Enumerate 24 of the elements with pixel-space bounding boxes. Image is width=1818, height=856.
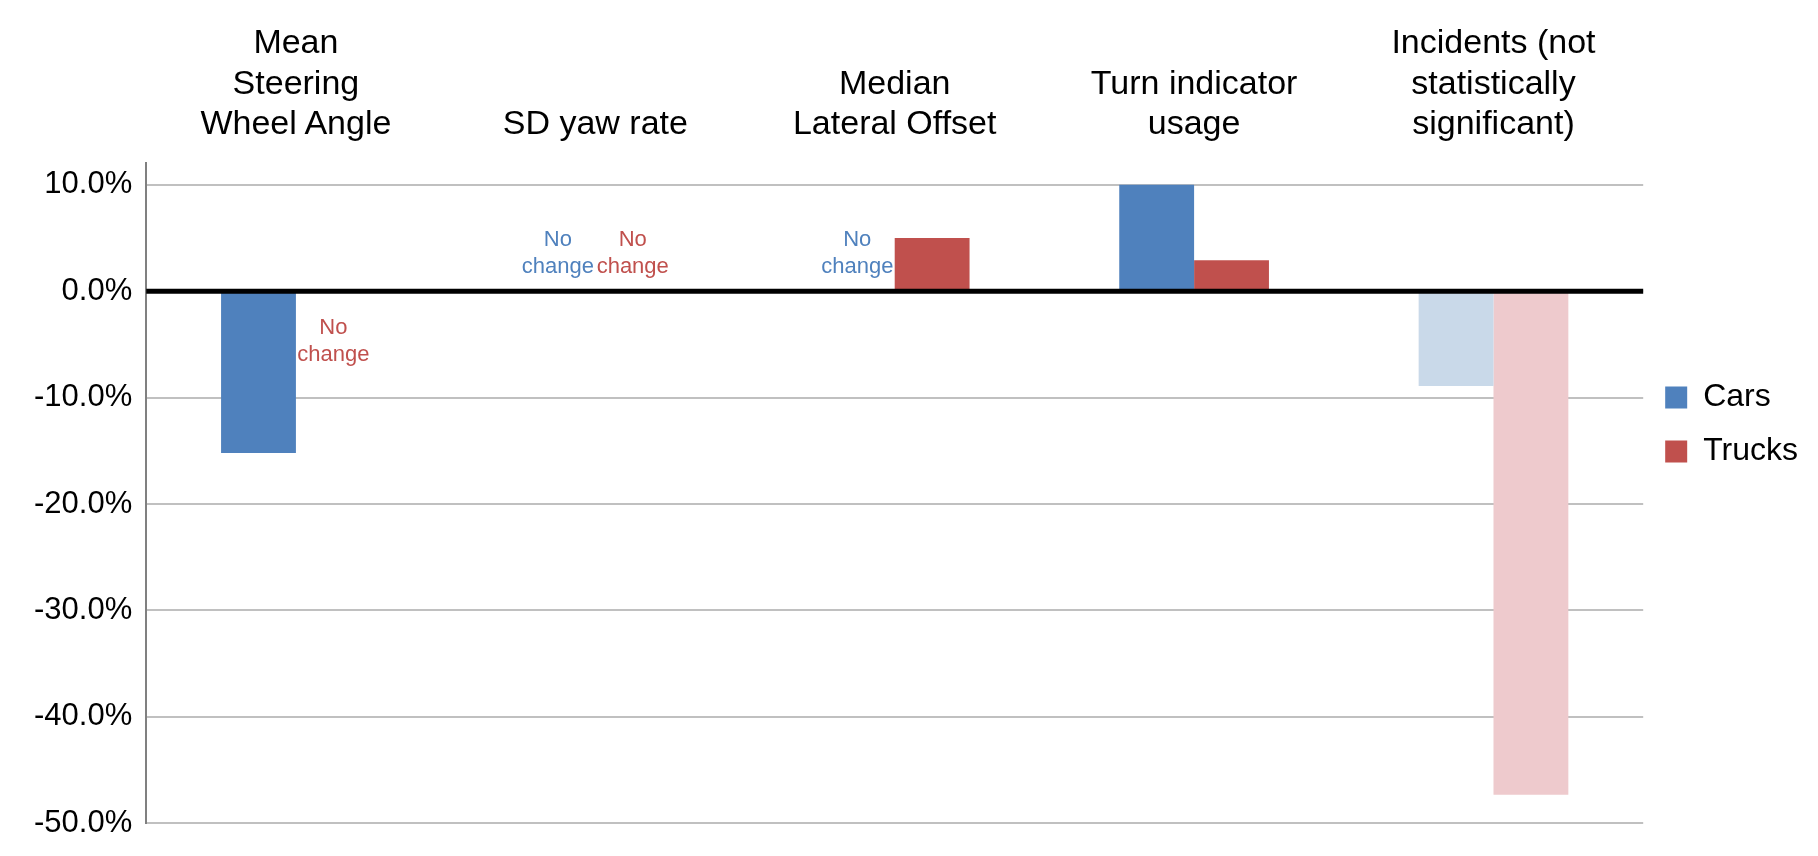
- x-tick-label: Incidents (not statistically significant): [1391, 21, 1597, 142]
- x-tick-label: Median Lateral Offset: [792, 62, 997, 142]
- y-tick-label: -50.0%: [33, 803, 133, 839]
- legend-label: Cars: [1703, 377, 1771, 414]
- bar: [221, 292, 296, 453]
- y-tick-label: 10.0%: [44, 165, 133, 201]
- annotation: No change: [821, 225, 894, 278]
- y-tick-label: -40.0%: [33, 697, 133, 733]
- x-tick-label: Mean Steering Wheel Angle: [200, 21, 392, 142]
- annotation: No change: [297, 313, 370, 366]
- x-tick-label: SD yaw rate: [502, 103, 688, 142]
- bar: [1493, 292, 1569, 795]
- bar: [1194, 260, 1269, 291]
- y-tick-label: -20.0%: [33, 484, 133, 520]
- bar: [1119, 184, 1195, 291]
- bar: [894, 237, 970, 291]
- annotation: No change: [596, 225, 669, 278]
- legend-label: Trucks: [1703, 431, 1798, 468]
- x-tick-label: Turn indicator usage: [1090, 62, 1298, 142]
- y-tick-label: 0.0%: [61, 271, 133, 307]
- y-tick-label: -30.0%: [33, 591, 133, 627]
- y-tick-label: -10.0%: [33, 378, 133, 414]
- bar: [1418, 292, 1494, 386]
- annotation: No change: [521, 225, 594, 278]
